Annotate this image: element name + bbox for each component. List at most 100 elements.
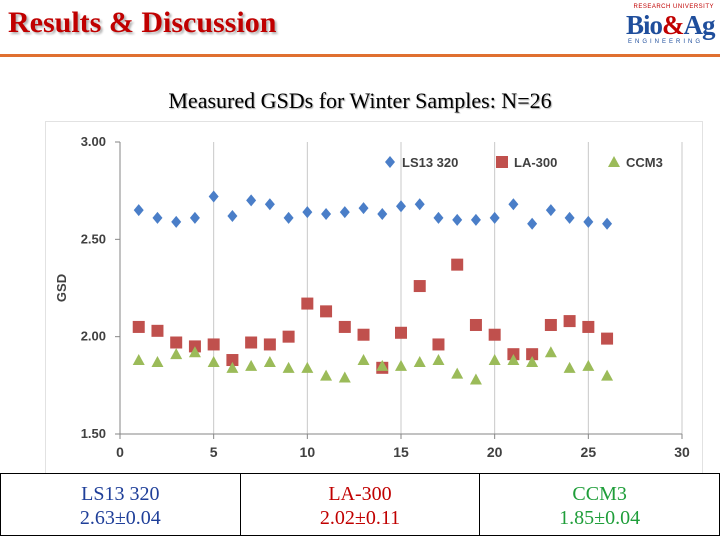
point-ls13-320 bbox=[470, 213, 481, 226]
point-la-300 bbox=[207, 338, 220, 351]
point-la-300 bbox=[563, 315, 576, 328]
point-ls13-320 bbox=[358, 202, 369, 215]
point-ccm3 bbox=[226, 361, 239, 373]
point-ccm3 bbox=[526, 355, 539, 367]
legend-marker-la-300 bbox=[496, 156, 508, 168]
point-la-300 bbox=[582, 320, 595, 333]
logo-bio: Bio bbox=[626, 10, 663, 40]
point-ccm3 bbox=[432, 354, 445, 366]
point-ccm3 bbox=[132, 354, 145, 366]
point-ccm3 bbox=[544, 346, 557, 358]
point-ls13-320 bbox=[283, 211, 294, 224]
summary-table: LS13 320 2.63±0.04 LA-300 2.02±0.11 CCM3… bbox=[0, 473, 720, 536]
summary-row: LS13 320 2.63±0.04 LA-300 2.02±0.11 CCM3… bbox=[0, 473, 720, 536]
slide-title: Results & Discussion bbox=[8, 6, 277, 39]
point-ls13-320 bbox=[414, 198, 425, 211]
point-la-300 bbox=[151, 324, 164, 337]
x-tick-label: 10 bbox=[300, 444, 316, 460]
point-la-300 bbox=[263, 338, 276, 351]
point-ccm3 bbox=[582, 359, 595, 371]
point-ls13-320 bbox=[564, 211, 575, 224]
point-la-300 bbox=[170, 336, 183, 349]
legend-marker-ls13-320 bbox=[385, 156, 395, 168]
summary-la300-name: LA-300 bbox=[328, 482, 392, 505]
point-ccm3 bbox=[245, 359, 258, 371]
summary-ls13-name: LS13 320 bbox=[81, 482, 160, 505]
x-tick-label: 20 bbox=[487, 444, 503, 460]
summary-cell-ls13: LS13 320 2.63±0.04 bbox=[0, 473, 241, 536]
y-tick-label: 3.00 bbox=[81, 134, 106, 149]
point-la-300 bbox=[451, 258, 464, 271]
point-ccm3 bbox=[151, 355, 164, 367]
point-la-300 bbox=[301, 297, 314, 310]
point-ls13-320 bbox=[339, 206, 350, 219]
point-ccm3 bbox=[207, 355, 220, 367]
point-ccm3 bbox=[413, 355, 426, 367]
point-ls13-320 bbox=[602, 217, 613, 230]
point-ccm3 bbox=[469, 373, 482, 385]
point-la-300 bbox=[469, 318, 482, 331]
legend-marker-ccm3 bbox=[608, 156, 620, 167]
point-la-300 bbox=[320, 305, 333, 318]
summary-ls13-value: 2.63±0.04 bbox=[79, 506, 161, 529]
point-ls13-320 bbox=[433, 211, 444, 224]
point-ls13-320 bbox=[208, 190, 219, 203]
point-ls13-320 bbox=[489, 211, 500, 224]
point-la-300 bbox=[488, 328, 501, 341]
point-ls13-320 bbox=[264, 198, 275, 211]
point-ls13-320 bbox=[246, 194, 257, 207]
summary-cell-ccm3: CCM3 1.85±0.04 bbox=[479, 473, 720, 536]
legend-label-ccm3: CCM3 bbox=[626, 155, 663, 170]
point-la-300 bbox=[132, 320, 145, 333]
point-ls13-320 bbox=[189, 211, 200, 224]
point-ccm3 bbox=[263, 355, 276, 367]
x-tick-label: 0 bbox=[116, 444, 124, 460]
y-tick-label: 2.50 bbox=[81, 231, 106, 246]
point-la-300 bbox=[226, 354, 239, 367]
point-la-300 bbox=[544, 318, 557, 331]
point-ls13-320 bbox=[377, 208, 388, 221]
legend-label-ls13-320: LS13 320 bbox=[402, 155, 458, 170]
summary-la300-value: 2.02±0.11 bbox=[319, 506, 401, 529]
point-la-300 bbox=[357, 328, 370, 341]
point-ls13-320 bbox=[321, 208, 332, 221]
summary-ccm3-value: 1.85±0.04 bbox=[559, 506, 641, 529]
point-la-300 bbox=[395, 326, 407, 339]
point-la-300 bbox=[601, 332, 614, 345]
point-ls13-320 bbox=[545, 204, 556, 217]
x-tick-label: 30 bbox=[674, 444, 690, 460]
logo-ag: Ag bbox=[683, 10, 716, 40]
legend-label-la-300: LA-300 bbox=[514, 155, 557, 170]
point-ccm3 bbox=[601, 369, 614, 381]
point-ls13-320 bbox=[527, 217, 538, 230]
point-la-300 bbox=[432, 338, 445, 351]
point-la-300 bbox=[338, 320, 351, 333]
point-ls13-320 bbox=[302, 206, 313, 219]
point-ccm3 bbox=[395, 359, 407, 371]
logo-engineering-text: ENGINEERING bbox=[628, 39, 704, 45]
point-ccm3 bbox=[170, 348, 183, 360]
point-ccm3 bbox=[507, 354, 520, 366]
point-ccm3 bbox=[188, 346, 201, 358]
x-tick-label: 5 bbox=[210, 444, 218, 460]
point-la-300 bbox=[282, 330, 295, 343]
point-ccm3 bbox=[451, 367, 464, 379]
point-ccm3 bbox=[320, 369, 333, 381]
point-ccm3 bbox=[376, 359, 389, 371]
header-divider bbox=[0, 54, 720, 57]
y-tick-label: 2.00 bbox=[81, 329, 106, 344]
x-tick-label: 15 bbox=[393, 444, 409, 460]
logo-wordmark: Bio&Ag bbox=[626, 10, 716, 41]
x-tick-label: 25 bbox=[581, 444, 597, 460]
chart-subtitle: Measured GSDs for Winter Samples: N=26 bbox=[168, 88, 552, 113]
point-ccm3 bbox=[282, 361, 295, 373]
point-ls13-320 bbox=[227, 209, 238, 222]
point-ccm3 bbox=[301, 361, 314, 373]
summary-cell-la300: LA-300 2.02±0.11 bbox=[239, 473, 481, 536]
point-ccm3 bbox=[563, 361, 576, 373]
point-la-300 bbox=[245, 336, 258, 349]
y-axis-label: GSD bbox=[54, 274, 69, 302]
point-ls13-320 bbox=[508, 198, 519, 211]
logo-ampersand: & bbox=[662, 10, 684, 40]
chart-frame: 1.50 2.00 2.50 3.00 0 5 10 15 20 25 30 GSD LS13 320 L… bbox=[46, 122, 702, 474]
